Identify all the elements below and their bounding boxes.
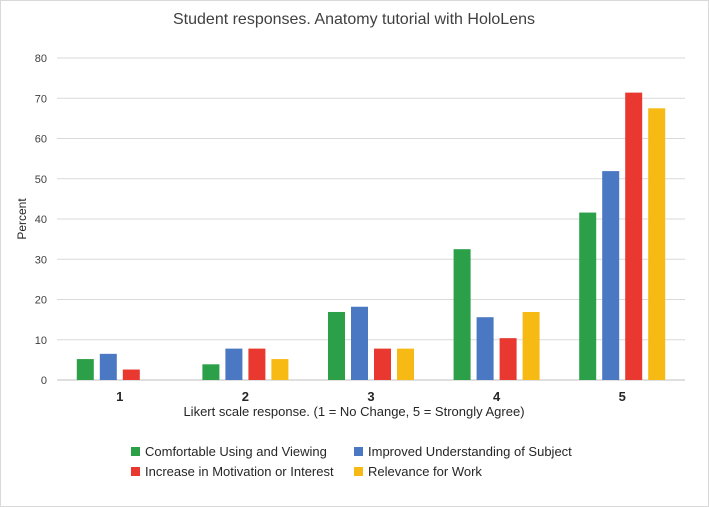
bar bbox=[648, 108, 666, 380]
bar bbox=[271, 359, 289, 380]
x-tick-label: 3 bbox=[367, 389, 374, 404]
bar bbox=[122, 369, 140, 380]
bar bbox=[328, 311, 345, 380]
y-tick-label: 10 bbox=[35, 335, 47, 347]
bar bbox=[202, 364, 220, 380]
x-axis-label: Likert scale response. (1 = No Change, 5… bbox=[183, 404, 524, 419]
y-tick-label: 60 bbox=[35, 134, 47, 146]
legend-label: Improved Understanding of Subject bbox=[368, 444, 572, 459]
bar bbox=[351, 306, 368, 380]
y-tick-label: 80 bbox=[35, 53, 47, 65]
bar bbox=[99, 353, 117, 380]
x-tick-label: 1 bbox=[116, 389, 123, 404]
y-tick-label: 0 bbox=[41, 375, 47, 387]
bar bbox=[76, 359, 94, 380]
bar bbox=[453, 249, 471, 380]
bar bbox=[397, 348, 414, 380]
bar bbox=[499, 338, 517, 380]
y-tick-label: 50 bbox=[35, 174, 47, 186]
y-tick-label: 70 bbox=[35, 93, 47, 105]
y-tick-label: 30 bbox=[35, 254, 47, 266]
bar bbox=[522, 311, 540, 380]
x-axis-ticks: 1 2 3 4 5 bbox=[116, 389, 626, 404]
x-tick-label: 2 bbox=[242, 389, 249, 404]
bar bbox=[225, 348, 243, 380]
y-axis-ticks: 0 10 20 30 40 50 60 70 80 bbox=[35, 53, 47, 387]
chart-title: Student responses. Anatomy tutorial with… bbox=[173, 11, 535, 28]
bar bbox=[374, 348, 391, 380]
bars bbox=[76, 92, 666, 381]
legend-swatch bbox=[354, 447, 363, 456]
bar bbox=[579, 212, 597, 380]
bar bbox=[625, 92, 643, 381]
legend: Comfortable Using and Viewing Improved Un… bbox=[131, 444, 572, 479]
y-tick-label: 20 bbox=[35, 295, 47, 307]
x-tick-label: 4 bbox=[493, 389, 501, 404]
legend-swatch bbox=[354, 467, 363, 476]
legend-label: Increase in Motivation or Interest bbox=[145, 464, 334, 479]
bar bbox=[476, 317, 494, 380]
y-axis-label: Percent bbox=[15, 198, 29, 240]
legend-label: Comfortable Using and Viewing bbox=[145, 444, 327, 459]
bar bbox=[248, 348, 266, 380]
legend-swatch bbox=[131, 467, 140, 476]
x-tick-label: 5 bbox=[619, 389, 626, 404]
y-tick-label: 40 bbox=[35, 214, 47, 226]
bar bbox=[602, 171, 620, 380]
legend-swatch bbox=[131, 447, 140, 456]
legend-label: Relevance for Work bbox=[368, 464, 482, 479]
